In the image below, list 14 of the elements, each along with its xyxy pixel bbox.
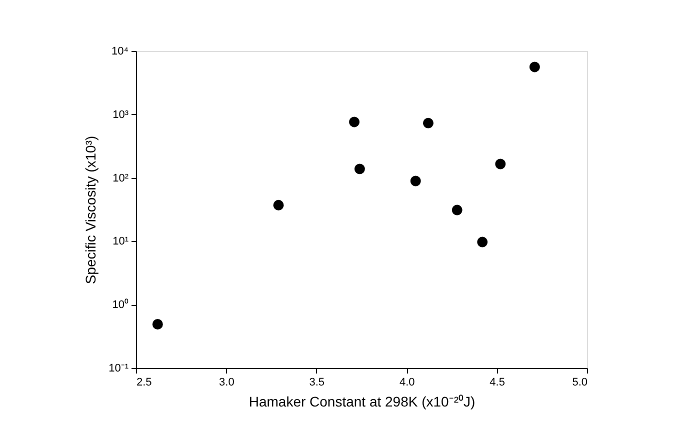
x-tick-label: 3.5 [309,376,325,388]
y-tick-label: 10⁴ [112,46,129,58]
x-tick-label: 4.5 [490,376,505,388]
y-tick-label: 10⁰ [112,298,128,312]
x-tick-label: 4.0 [399,376,415,388]
x-axis-title: Hamaker Constant at 298K (x10⁻²⁰J) [248,394,476,410]
y-tick-label: 10² [112,172,129,184]
x-tick-label: 5.0 [572,376,588,388]
y-tick-label: 10⁻¹ [108,362,129,374]
x-tick-label: 3.0 [219,376,234,388]
x-tick-label: 2.5 [136,376,152,388]
y-axis-title: Specific Viscosity (x10³) [82,136,99,284]
y-tick-label: 10³ [112,108,129,121]
y-tick-label: 10¹ [112,236,129,248]
